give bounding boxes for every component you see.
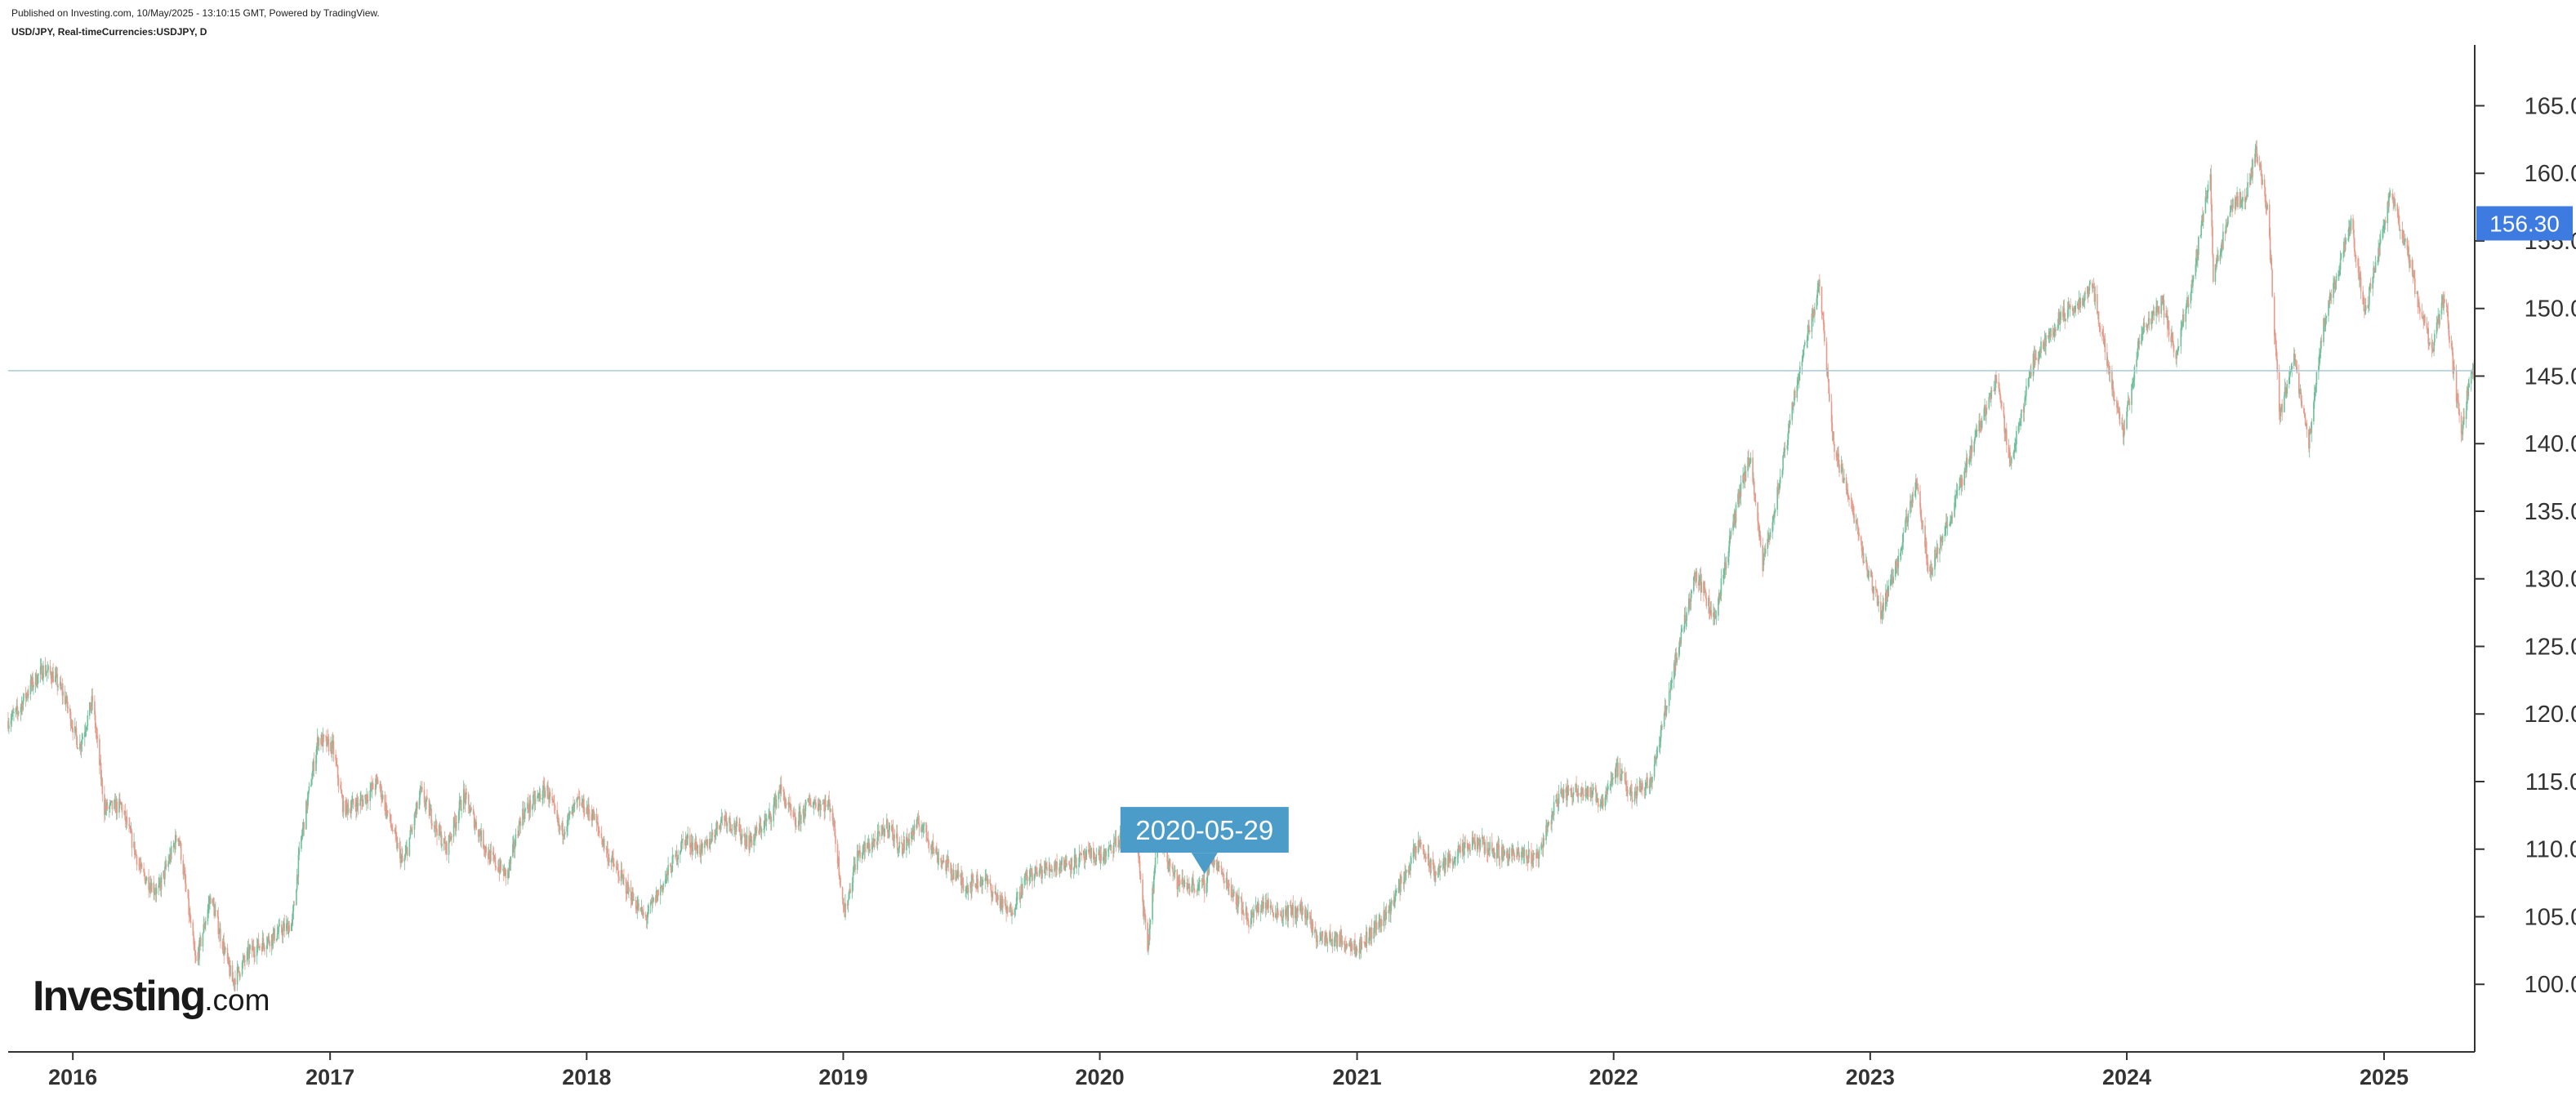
y-tick-label: 165.00: [2525, 93, 2576, 119]
y-tick-label: 145.00: [2525, 363, 2576, 390]
symbol-title: USD/JPY, Real-timeCurrencies:USDJPY, D: [11, 26, 207, 38]
y-tick-label: 120.00: [2525, 702, 2576, 728]
candle-wicks-up: [8, 140, 2475, 992]
candles-layer: [7, 140, 2475, 992]
x-tick-label: 2018: [562, 1065, 611, 1089]
logo-wordmark: Investing: [33, 973, 206, 1020]
x-tick-label: 2016: [48, 1065, 97, 1089]
y-tick-label: 115.00: [2525, 769, 2576, 795]
y-tick-label: 125.00: [2525, 634, 2576, 660]
y-axis-ticks: 100.00 105.00 110.00 115.00 120.00 125.00 130.…: [2475, 93, 2576, 998]
x-axis-ticks: 2016 2017 2018 2019 2020 2021 2022 2023 2024 2025: [48, 1052, 2409, 1089]
published-credit: Published on Investing.com, 10/May/2025 …: [11, 7, 380, 19]
x-tick-label: 2019: [818, 1065, 867, 1089]
candle-wicks-down: [7, 140, 2474, 991]
x-tick-label: 2024: [2102, 1065, 2151, 1089]
x-tick-label: 2023: [1846, 1065, 1895, 1089]
logo-domain: .com: [204, 983, 270, 1017]
date-callout-pointer: [1191, 853, 1218, 875]
date-callout: 2020-05-29: [1120, 807, 1289, 875]
y-tick-label: 100.00: [2525, 972, 2576, 998]
candle-bodies-down: [7, 146, 2475, 985]
last-price-badge-box: [2476, 206, 2573, 241]
x-tick-label: 2022: [1589, 1065, 1638, 1089]
x-tick-label: 2021: [1333, 1065, 1382, 1089]
last-price-label: 156.30: [2489, 211, 2560, 236]
x-tick-label: 2017: [305, 1065, 354, 1089]
y-tick-label: 110.00: [2525, 837, 2576, 863]
y-tick-label: 105.00: [2525, 904, 2576, 930]
x-tick-label: 2025: [2360, 1065, 2409, 1089]
investing-logo: Investing.com: [33, 972, 270, 1021]
last-price-badge: 156.30: [2476, 206, 2573, 241]
axes-layer: [8, 45, 2476, 1053]
candle-bodies-up: [8, 146, 2475, 985]
y-tick-label: 160.00: [2525, 161, 2576, 187]
y-tick-label: 150.00: [2525, 296, 2576, 323]
date-callout-box: [1120, 807, 1289, 853]
date-callout-label: 2020-05-29: [1135, 815, 1273, 845]
y-tick-label: 140.00: [2525, 431, 2576, 457]
y-tick-label: 135.00: [2525, 499, 2576, 525]
x-tick-label: 2020: [1076, 1065, 1125, 1089]
y-tick-label: 130.00: [2525, 567, 2576, 593]
